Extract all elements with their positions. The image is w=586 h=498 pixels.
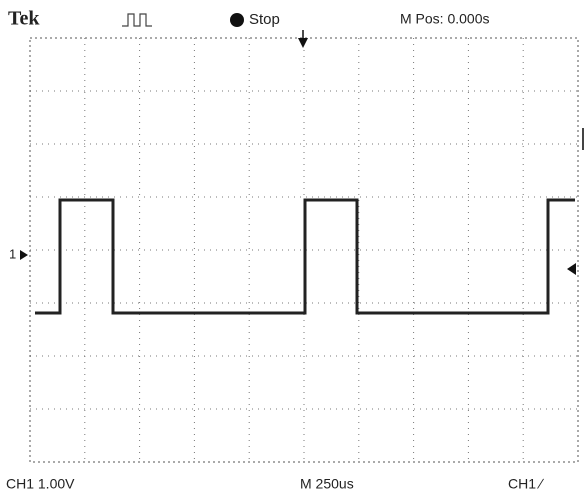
channel-ground-arrow [20,250,28,260]
run-status: Stop [249,11,280,28]
oscilloscope-screen: Tek Stop M Pos: 0.000s 1 CH1 1.00V M 250… [0,0,586,498]
acquire-icon [122,14,152,26]
timebase: M 250us [300,476,354,492]
trigger-setting: CH1 ∕ [508,476,545,492]
brand: Tek [8,8,40,30]
trigger-level-arrow [567,263,576,275]
run-state-dot [230,13,244,27]
channel-scale: CH1 1.00V [6,476,75,492]
horizontal-position: M Pos: 0.000s [400,11,490,27]
channel-marker: 1 [9,246,16,261]
waveform [35,200,575,313]
